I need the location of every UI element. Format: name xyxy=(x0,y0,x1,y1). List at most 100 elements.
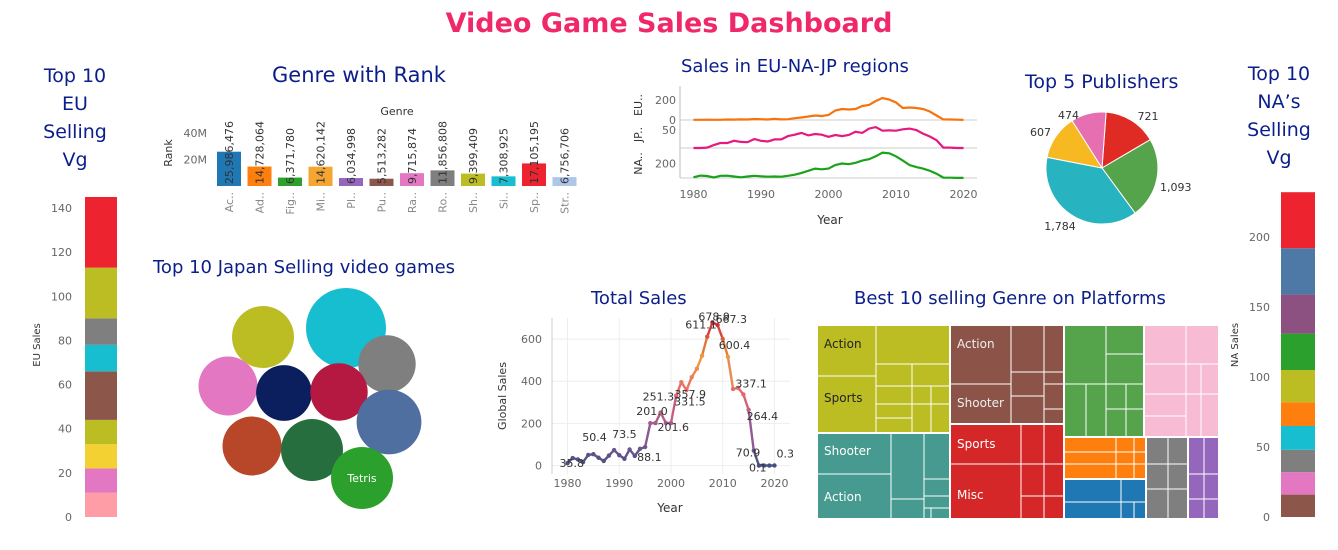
sales-line-segment xyxy=(721,337,730,359)
treemap-block: Sports Misc xyxy=(951,425,1063,518)
sales-line-segment xyxy=(643,421,652,449)
japan-bubble-chart: Tetris xyxy=(198,288,422,509)
axis-tick-label: 2020 xyxy=(950,188,978,201)
na-top10-chart: 0 50 100 150 200 NA Sales xyxy=(1230,192,1315,524)
bubble xyxy=(356,389,422,455)
stacked-bar-segment xyxy=(85,344,117,372)
pie-slice-label: 1,093 xyxy=(1160,181,1192,194)
axis-tick-label: 60 xyxy=(58,379,72,392)
sales-point xyxy=(580,459,586,465)
axis-tick-label: 120 xyxy=(51,246,72,259)
axis-tick-label: 50 xyxy=(1256,441,1270,454)
stacked-bar-segment xyxy=(1281,294,1315,334)
eu-top10-title: Top 10 EU Selling Vg xyxy=(22,62,128,174)
axis-tick-label: 100 xyxy=(1249,371,1270,384)
bubble xyxy=(331,447,393,509)
sales-point xyxy=(730,386,736,392)
category-tick-label: Ad.. xyxy=(254,192,267,213)
bubble xyxy=(310,363,368,421)
axis-tick-label: 20 xyxy=(58,467,72,480)
bar-value-label: 6,371,780 xyxy=(284,128,297,184)
sales-point xyxy=(736,385,741,391)
eu-title-line: EU xyxy=(62,93,88,115)
stacked-bar-segment xyxy=(1281,494,1315,517)
eu-title-line: Top 10 xyxy=(43,65,107,87)
genre-bar xyxy=(278,177,302,186)
data-point-label: 73.5 xyxy=(612,428,637,441)
stacked-bar-segment xyxy=(85,371,117,420)
category-tick-label: Str.. xyxy=(559,192,572,214)
data-point-label: 88.1 xyxy=(637,451,662,464)
treemap-label: Sports xyxy=(957,437,995,451)
column-header: Genre xyxy=(380,105,414,118)
axis-tick-label: 400 xyxy=(521,375,542,388)
sales-point xyxy=(725,354,731,360)
sales-point xyxy=(596,455,601,460)
stacked-bar-segment xyxy=(1281,192,1315,249)
axis-tick-label: 0 xyxy=(1263,511,1270,524)
eu-top10-chart: 0 20 40 60 80 100 120 140 EU Sales xyxy=(32,197,117,524)
region-series-line xyxy=(693,96,964,121)
data-point-label: 0.3 xyxy=(776,448,794,461)
genre-bar xyxy=(339,178,363,186)
bubble xyxy=(358,335,416,393)
data-point-label: 264.4 xyxy=(747,410,779,423)
axis-tick-label: 200 xyxy=(1249,231,1270,244)
treemap-title: Best 10 selling Genre on Platforms xyxy=(854,288,1166,309)
treemap-block xyxy=(1189,438,1218,518)
bubble xyxy=(281,419,343,481)
panel-label: EU.. xyxy=(632,94,645,116)
bar-value-label: 14,620,142 xyxy=(315,121,328,184)
category-tick-label: Mi.. xyxy=(315,192,328,212)
axis-tick-label: 2010 xyxy=(882,188,910,201)
publishers-title: Top 5 Publishers xyxy=(1025,71,1179,93)
sales-point xyxy=(751,448,756,453)
bar-value-label: 17,105,195 xyxy=(528,121,541,184)
bubble-label: Tetris xyxy=(346,472,377,485)
pie-slice xyxy=(1101,139,1159,214)
sales-line-segment xyxy=(669,394,678,425)
category-tick-label: Sh.. xyxy=(467,192,480,213)
bar-value-label: 14,728,064 xyxy=(254,121,267,184)
sales-point xyxy=(679,379,684,385)
publishers-pie: 721 1,093 1,784 607 474 xyxy=(1030,109,1192,233)
sales-point xyxy=(694,366,700,371)
bubble xyxy=(256,365,312,421)
treemap-block: Shooter Action xyxy=(818,434,949,518)
treemap-block xyxy=(1065,480,1145,518)
sales-line-segment xyxy=(716,323,724,341)
pie-slice-label: 721 xyxy=(1138,110,1159,123)
genre-bar xyxy=(491,176,516,186)
axis-tick-label: 1990 xyxy=(605,477,633,490)
sales-line-segment xyxy=(695,354,704,370)
treemap-label: Action xyxy=(824,490,862,504)
treemap-label: Misc xyxy=(957,488,984,502)
axis-tick-label: 2020 xyxy=(760,477,788,490)
treemap-block xyxy=(1147,438,1187,518)
na-title-line: NA’s xyxy=(1257,91,1301,113)
panel-label: NA.. xyxy=(632,152,645,175)
axis-tick-label: 80 xyxy=(58,334,72,347)
data-point-label: 35.8 xyxy=(560,457,585,470)
axis-tick-label: 150 xyxy=(1249,301,1270,314)
axis-title: NA Sales xyxy=(1230,323,1241,367)
sales-line-segment xyxy=(726,355,735,391)
region-series-line xyxy=(693,151,964,179)
sales-point xyxy=(570,455,575,461)
stacked-bar-segment xyxy=(85,419,117,445)
sales-point xyxy=(658,410,663,415)
axis-tick-label: 1990 xyxy=(747,188,775,201)
bar-value-label: 5,513,282 xyxy=(376,128,389,184)
axis-tick-label: 2010 xyxy=(709,477,737,490)
sales-point xyxy=(684,387,689,393)
axis-title: Year xyxy=(656,501,682,515)
sales-line-segment xyxy=(700,335,709,357)
treemap-block: Action Shooter xyxy=(951,326,1063,423)
axis-tick-label: 1980 xyxy=(680,188,708,201)
axis-title: Year xyxy=(816,213,842,227)
sales-line-segment xyxy=(742,393,750,412)
sales-point xyxy=(715,322,720,328)
data-point-label: 331.5 xyxy=(674,396,706,409)
category-tick-label: Pl.. xyxy=(345,192,358,209)
